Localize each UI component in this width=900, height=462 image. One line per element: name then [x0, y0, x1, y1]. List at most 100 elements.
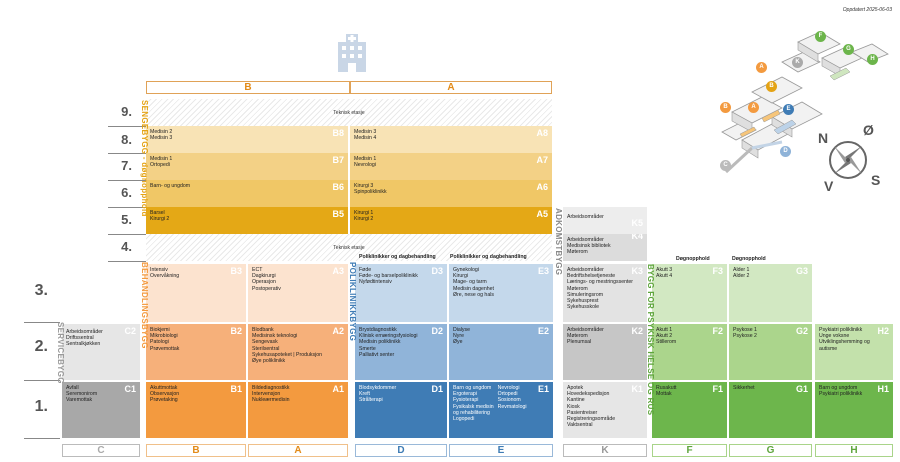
- cell-k3-code: K3: [631, 266, 643, 276]
- zone-f-footer: F: [652, 444, 727, 457]
- cell-b3[interactable]: Intensiv Overvåkning B3: [146, 264, 246, 322]
- cell-k5[interactable]: Arbeidsområder K5: [563, 207, 647, 234]
- cell-e2[interactable]: Dialyse Nyre Øye E2: [449, 324, 553, 380]
- cell-h1-code: H1: [877, 384, 889, 394]
- label-sengebygg: SENGEBYGG - døgnopphold: [140, 100, 149, 217]
- cell-a3[interactable]: ECT Dagkirurgi Operasjon Postoperativ A3: [248, 264, 348, 322]
- cell-g1[interactable]: Sikkerhet G1: [729, 382, 812, 438]
- technical-floor-4-label: Teknisk etasje: [333, 245, 365, 251]
- cell-a1-code: A1: [332, 384, 344, 394]
- map-badge-f: F: [815, 31, 826, 42]
- cell-k3-text: Arbeidsområder Bedriftshelsetjeneste Lær…: [567, 267, 634, 311]
- floor-divider: [108, 126, 146, 127]
- cell-b6[interactable]: Barn- og ungdom B6: [146, 180, 348, 207]
- floor-9-label: 9.: [121, 104, 132, 119]
- map-badge-b-2: B: [720, 102, 731, 113]
- cell-k4-code: K4: [631, 234, 643, 241]
- hospital-building-icon: [338, 34, 366, 72]
- cell-b5-code: B5: [332, 209, 344, 219]
- cell-d3[interactable]: Føde Føde- og barselpoliklinikk Nyfødtin…: [355, 264, 447, 322]
- floor-2-label: 2.: [34, 338, 48, 355]
- cell-f2[interactable]: Akutt 1 Akutt 2 Stillerom F2: [652, 324, 727, 380]
- cell-h1-text: Barn og ungdom Psykiatri poliklinikk: [819, 385, 863, 398]
- cell-a3-text: ECT Dagkirurgi Operasjon Postoperativ: [252, 267, 281, 292]
- cell-f1-text: Rusakutt Mottak: [656, 385, 677, 398]
- cell-b8[interactable]: Medisin 2 Medisin 3 B8: [146, 126, 348, 153]
- floor-divider: [108, 153, 146, 154]
- floor-5-label: 5.: [121, 212, 132, 227]
- cell-h1[interactable]: Barn og ungdom Psykiatri poliklinikk H1: [815, 382, 893, 438]
- cell-d1-text: Blodsykdommer Kreft Strålterapi: [359, 385, 397, 404]
- cell-a6-code: A6: [536, 182, 548, 192]
- floor-divider: [24, 322, 60, 323]
- map-badge-d: D: [780, 146, 791, 157]
- cell-c1[interactable]: Avfall Seremonirom Varemottak C1: [62, 382, 140, 438]
- floor-divider: [24, 438, 60, 439]
- cell-h2[interactable]: Psykiatri poliklinikk Unge voksne Utvikl…: [815, 324, 893, 380]
- cell-e3[interactable]: Gynekologi Kirurgi Mage- og tarm Medisin…: [449, 264, 553, 322]
- cell-b8-code: B8: [332, 128, 344, 138]
- cell-b7[interactable]: Medisin 1 Ortopedi B7: [146, 153, 348, 180]
- cell-c2[interactable]: Arbeidsområder Driftssentral Sentralkjøk…: [62, 324, 140, 380]
- cell-g3[interactable]: Alder 1 Alder 2 G3: [729, 264, 812, 322]
- cell-g3-code: G3: [795, 266, 808, 276]
- cell-k2[interactable]: Arbeidsområder Møterom Plenumsal K2: [563, 324, 647, 380]
- cell-b5[interactable]: Barsel Kirurgi 2 B5: [146, 207, 348, 234]
- updated-date: Oppdatert 2025-06-03: [842, 7, 892, 13]
- cell-b3-code: B3: [230, 266, 242, 276]
- floor-7-label: 7.: [121, 158, 132, 173]
- cell-b1[interactable]: Akuttmottak Observasjon Prøvetaking B1: [146, 382, 246, 438]
- cell-k3[interactable]: Arbeidsområder Bedriftshelsetjeneste Lær…: [563, 264, 647, 322]
- cell-k1[interactable]: Apotek Hovedekspedisjon Kantine Kiosk Pa…: [563, 382, 647, 438]
- cell-a1[interactable]: Bildediagnostikk Intervensjon Nukleærmed…: [248, 382, 348, 438]
- map-badge-e: E: [783, 104, 794, 115]
- cell-b7-code: B7: [332, 155, 344, 165]
- cell-b3-text: Intensiv Overvåkning: [150, 267, 180, 280]
- cell-g2[interactable]: Psykose 1 Psykose 2 G2: [729, 324, 812, 380]
- map-badge-c: C: [720, 160, 731, 171]
- cell-a6-text: Kirurgi 3 Spinpoliklinikk: [354, 183, 387, 196]
- cell-d1-code: D1: [431, 384, 443, 394]
- cell-f1[interactable]: Rusakutt Mottak F1: [652, 382, 727, 438]
- zone-h-footer: H: [815, 444, 893, 457]
- zone-b-header: B: [146, 81, 350, 94]
- map-badge-h: H: [867, 54, 878, 65]
- cell-a7[interactable]: Medisin 1 Nevrologi A7: [350, 153, 552, 180]
- cell-d1[interactable]: Blodsykdommer Kreft Strålterapi D1: [355, 382, 447, 438]
- label-psykisk-helse: BYGG FOR PSYKISK HELSE OG RUS: [646, 264, 655, 416]
- cell-a5-code: A5: [536, 209, 548, 219]
- cell-a8[interactable]: Medisin 3 Medisin 4 A8: [350, 126, 552, 153]
- cell-f3[interactable]: Akutt 3 Akutt 4 F3: [652, 264, 727, 322]
- floor-divider: [24, 380, 60, 381]
- cell-d3-code: D3: [431, 266, 443, 276]
- label-adkomstbygg: ADKOMSTBYGG: [554, 208, 563, 276]
- cell-d2[interactable]: Brystdiagnostikk Klinisk ernæringsfysiol…: [355, 324, 447, 380]
- cell-a1-text: Bildediagnostikk Intervensjon Nukleærmed…: [252, 385, 290, 404]
- cell-k1-text: Apotek Hovedekspedisjon Kantine Kiosk Pa…: [567, 385, 616, 429]
- floor-divider: [108, 261, 146, 262]
- cell-f3-text: Akutt 3 Akutt 4: [656, 267, 673, 280]
- zone-a-header: A: [350, 81, 552, 94]
- cell-h2-code: H2: [877, 326, 889, 336]
- section-head-g: Døgnopphold: [732, 256, 766, 262]
- cell-b2-text: Biokjemi Mikrobiologi Patologi Prøvemott…: [150, 327, 180, 352]
- technical-floor-9: [146, 99, 552, 126]
- cell-a5[interactable]: Kirurgi 1 Kirurgi 2 A5: [350, 207, 552, 234]
- cell-g1-text: Sikkerhet: [733, 385, 755, 391]
- cell-k4[interactable]: Arbeidsområder Medisinsk bibliotek Møter…: [563, 234, 647, 261]
- cell-h2-text: Psykiatri poliklinikk Unge voksne Utvikl…: [819, 327, 870, 352]
- cell-a2[interactable]: Blodbank Medisinsk teknologi Sengevask S…: [248, 324, 348, 380]
- compass-n: N: [818, 130, 829, 146]
- cell-a3-code: A3: [332, 266, 344, 276]
- floor-3-label: 3.: [34, 282, 48, 299]
- map-badge-a: A: [756, 62, 767, 73]
- label-behandlingsbygg: BEHANDLINGSBYGG: [140, 262, 149, 349]
- cell-b2[interactable]: Biokjemi Mikrobiologi Patologi Prøvemott…: [146, 324, 246, 380]
- map-badge-k: K: [792, 57, 803, 68]
- section-head-e3: Poliklinikker og dagbehandling: [450, 254, 527, 260]
- cell-e2-text: Dialyse Nyre Øye: [453, 327, 471, 346]
- section-head-d3: Poliklinikker og dagbehandling: [359, 254, 436, 260]
- cell-a6[interactable]: Kirurgi 3 Spinpoliklinikk A6: [350, 180, 552, 207]
- cell-b6-text: Barn- og ungdom: [150, 183, 191, 189]
- cell-e1[interactable]: Barn og ungdom Ergoterapi Fysioterapi Fy…: [449, 382, 553, 438]
